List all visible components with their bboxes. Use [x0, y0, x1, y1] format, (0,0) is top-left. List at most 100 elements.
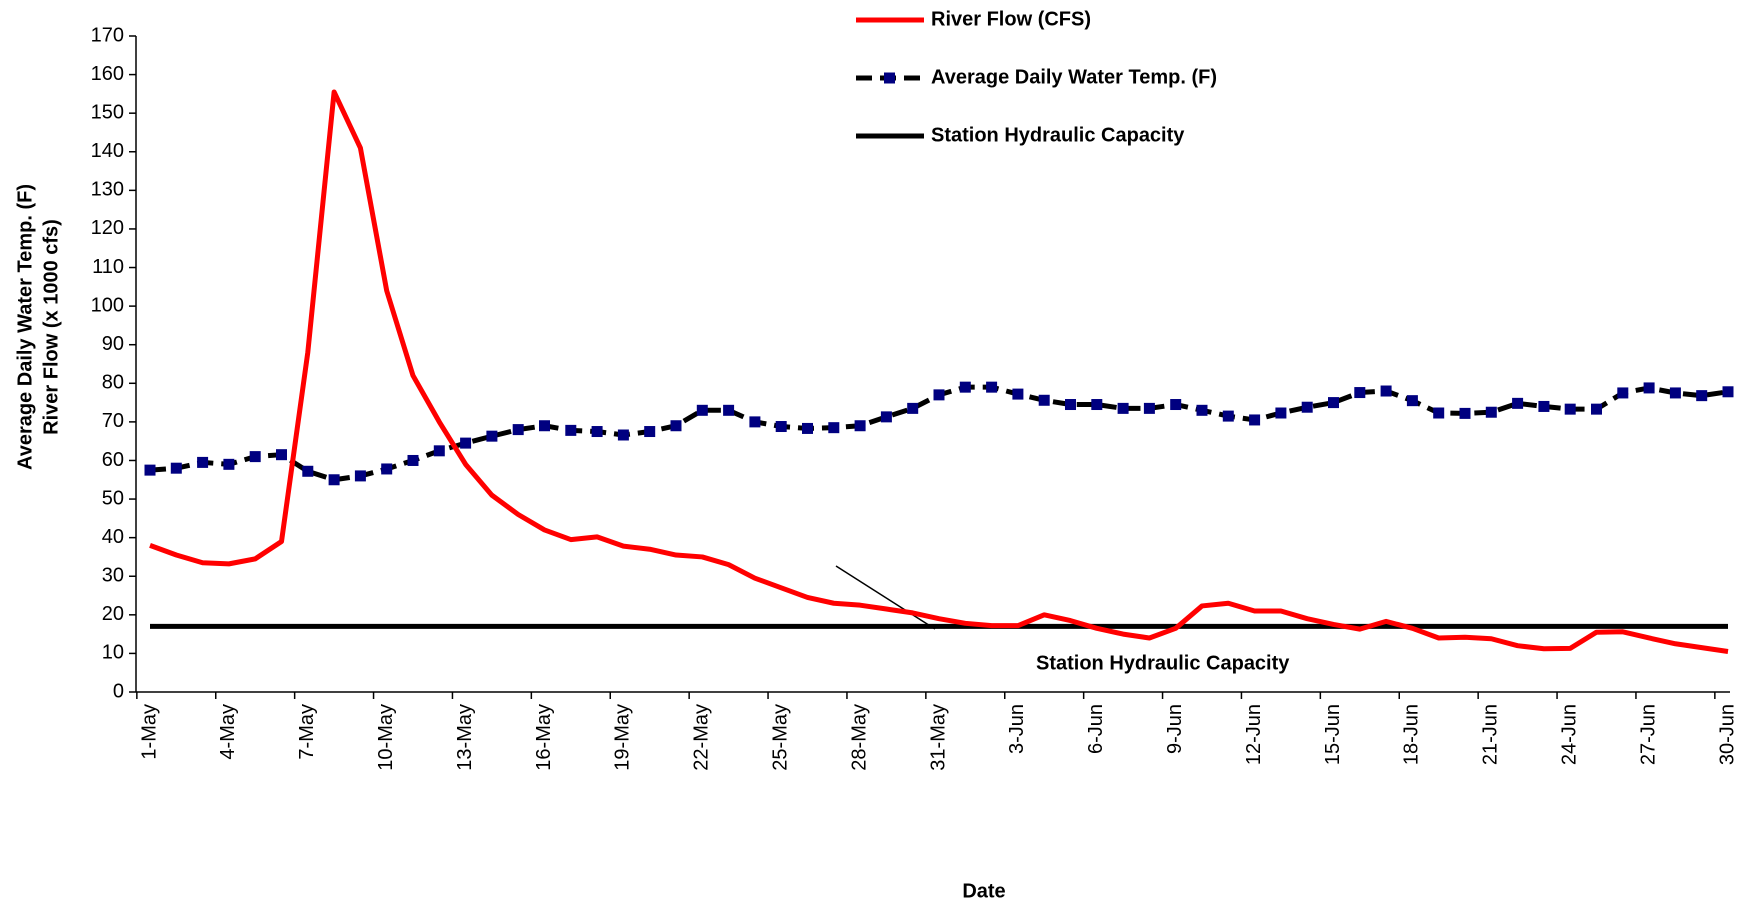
marker: [354, 470, 366, 482]
y-axis-label: Average Daily Water Temp. (F): [14, 184, 36, 470]
x-tick-label: 10-May: [375, 704, 397, 771]
x-tick-label: 24-Jun: [1558, 704, 1580, 765]
y-tick-label: 170: [91, 24, 124, 46]
x-tick-label: 1-May: [138, 704, 160, 760]
y-tick-label: 10: [102, 642, 124, 664]
marker: [276, 449, 287, 461]
y-tick-label: 50: [102, 487, 124, 509]
marker: [302, 465, 314, 477]
y-tick-label: 140: [91, 140, 124, 162]
marker: [433, 445, 445, 457]
marker: [1433, 407, 1445, 419]
marker: [1065, 399, 1076, 411]
marker: [1038, 394, 1050, 406]
annotation: Station Hydraulic Capacity: [1036, 652, 1290, 674]
marker: [670, 420, 682, 432]
marker: [1275, 407, 1287, 419]
y-tick-label: 90: [102, 333, 124, 355]
x-tick-label: 6-Jun: [1085, 704, 1107, 754]
marker: [696, 404, 708, 416]
marker: [1117, 402, 1129, 414]
x-tick-label: 15-Jun: [1322, 704, 1344, 765]
marker: [1196, 404, 1208, 416]
y-tick-label: 110: [92, 256, 124, 278]
marker: [1512, 397, 1524, 409]
marker: [644, 426, 656, 438]
marker: [591, 426, 603, 438]
y-tick-label: 70: [102, 410, 124, 432]
marker: [723, 404, 735, 416]
marker: [828, 422, 840, 434]
y-tick-label: 160: [91, 63, 124, 85]
marker: [907, 402, 919, 414]
marker: [1591, 403, 1602, 415]
y-tick-label: 130: [91, 179, 124, 201]
marker: [1354, 387, 1366, 399]
marker: [1459, 407, 1471, 419]
y-tick-label: 40: [102, 526, 124, 548]
marker: [1722, 386, 1734, 398]
x-tick-label: 13-May: [454, 704, 476, 771]
marker: [249, 451, 261, 463]
x-tick-label: 25-May: [769, 704, 791, 771]
x-axis-label: Date: [962, 880, 1005, 902]
marker: [170, 462, 182, 474]
y-tick-label: 80: [102, 372, 124, 394]
marker: [1222, 410, 1234, 422]
marker: [1669, 387, 1681, 399]
legend-marker: [884, 72, 895, 84]
marker: [1328, 397, 1339, 409]
marker: [880, 411, 892, 423]
marker: [1406, 395, 1418, 407]
marker: [959, 381, 971, 393]
y-tick-label: 0: [113, 680, 124, 702]
y-tick-label: 100: [91, 294, 124, 316]
marker: [144, 464, 156, 476]
legend-label: River Flow (CFS): [931, 8, 1091, 30]
marker: [407, 454, 419, 466]
marker: [986, 381, 998, 393]
marker: [933, 389, 945, 401]
marker: [512, 424, 524, 436]
y-tick-label: 120: [91, 217, 124, 239]
y-tick-label: 20: [102, 603, 124, 625]
x-tick-label: 19-May: [612, 704, 634, 771]
x-tick-label: 9-Jun: [1164, 704, 1186, 754]
y-axis-label: River Flow (x 1000 cfs): [40, 219, 62, 435]
y-tick-label: 150: [91, 101, 124, 123]
x-tick-label: 27-Jun: [1637, 704, 1659, 765]
marker: [1485, 406, 1497, 418]
y-tick-label: 60: [102, 449, 124, 471]
marker: [775, 421, 787, 433]
series-line: [149, 89, 1729, 654]
marker: [1012, 388, 1024, 400]
legend-label: Average Daily Water Temp. (F): [931, 66, 1217, 88]
x-tick-label: 31-May: [927, 704, 949, 771]
marker: [1617, 387, 1629, 399]
marker: [486, 430, 498, 442]
x-tick-label: 22-May: [691, 704, 713, 771]
annotation-leader: [835, 565, 936, 630]
marker: [1564, 403, 1576, 415]
y-tick-label: 30: [102, 565, 124, 587]
x-tick-label: 7-May: [296, 704, 318, 760]
marker: [802, 422, 813, 434]
marker: [1643, 382, 1655, 394]
marker: [223, 458, 235, 470]
marker: [1249, 414, 1261, 426]
marker: [460, 437, 472, 449]
marker: [328, 474, 340, 486]
x-tick-label: 18-Jun: [1401, 704, 1423, 765]
x-tick-label: 16-May: [533, 704, 555, 771]
marker: [1696, 390, 1708, 402]
x-tick-label: 21-Jun: [1480, 704, 1502, 765]
x-tick-label: 28-May: [848, 704, 870, 771]
x-tick-label: 12-Jun: [1243, 704, 1265, 765]
marker: [1170, 399, 1182, 411]
marker: [381, 463, 393, 475]
marker: [854, 420, 866, 432]
marker: [749, 416, 761, 428]
marker: [1143, 402, 1155, 414]
